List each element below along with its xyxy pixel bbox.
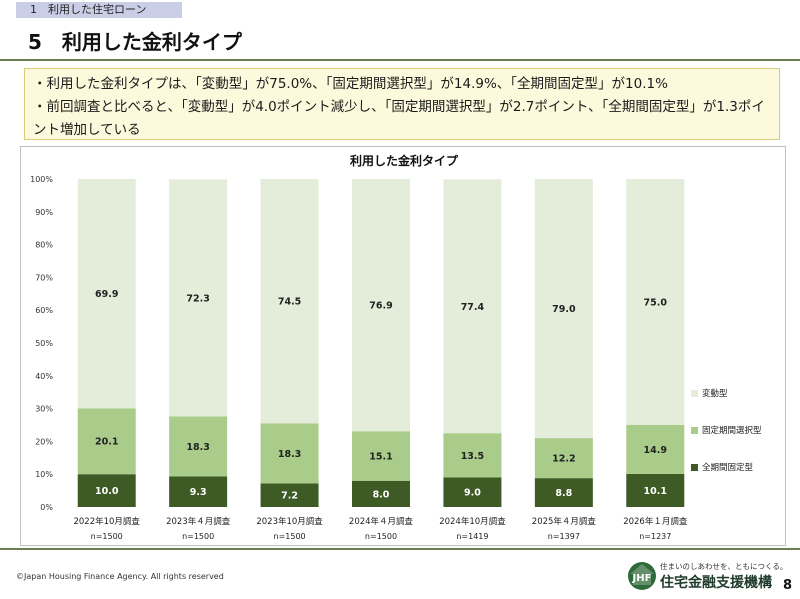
stacked-bar-chart: 利用した金利タイプ 0% 10% 20% 30% 40% 50% 60% 70% 80% 90% 10… xyxy=(30,153,762,541)
y-tick-label: 80% xyxy=(35,241,53,250)
data-label: 14.9 xyxy=(644,445,667,456)
bar-segment xyxy=(534,478,593,507)
x-tick-label: 2025年４月調査 xyxy=(532,516,597,527)
legend-label: 固定期間選択型 xyxy=(702,425,762,436)
legend-label: 変動型 xyxy=(702,388,728,399)
bar-segment xyxy=(169,179,228,417)
y-tick-label: 90% xyxy=(35,208,53,217)
x-tick-label: 2024年10月調査 xyxy=(439,516,506,527)
sample-size-label: n=1419 xyxy=(456,532,488,541)
summary-box: ・利用した金利タイプは、「変動型」が75.0%、「固定期間選択型」が14.9%、… xyxy=(24,68,780,140)
y-tick-label: 10% xyxy=(35,470,53,479)
data-label: 77.4 xyxy=(461,302,485,313)
x-tick-label: 2024年４月調査 xyxy=(349,516,414,527)
bar-segment xyxy=(443,433,502,478)
bar-segment xyxy=(626,425,685,474)
footer-divider xyxy=(0,548,800,550)
organization-name: 住宅金融支援機構 xyxy=(660,575,772,591)
bar-segment xyxy=(352,480,410,507)
y-tick-label: 70% xyxy=(35,273,53,282)
y-tick-label: 60% xyxy=(35,306,53,315)
data-label: 79.0 xyxy=(552,304,576,315)
bar-segment xyxy=(77,474,136,507)
bar-segment xyxy=(169,416,228,477)
y-tick-label: 50% xyxy=(35,339,53,348)
bar-segment xyxy=(534,179,593,439)
data-label: 13.5 xyxy=(461,451,484,462)
bar-segment xyxy=(260,179,319,424)
legend-swatch xyxy=(691,390,698,397)
legend-swatch xyxy=(691,427,698,434)
data-label: 9.3 xyxy=(190,487,207,498)
y-tick-label: 0% xyxy=(40,503,53,512)
chart-title: 利用した金利タイプ xyxy=(350,153,459,168)
summary-line-2: ・前回調査と比べると、「変動型」が4.0ポイント減少し、「固定期間選択型」が2.… xyxy=(33,99,765,138)
data-label: 9.0 xyxy=(464,488,481,499)
data-label: 12.2 xyxy=(552,454,575,465)
x-tick-label: 2026年１月調査 xyxy=(623,516,688,527)
sample-size-label: n=1500 xyxy=(274,532,306,541)
y-tick-label: 20% xyxy=(35,437,53,446)
data-label: 18.3 xyxy=(278,449,301,460)
data-label: 8.0 xyxy=(373,489,390,500)
data-label: 10.0 xyxy=(95,486,119,497)
sample-size-label: n=1397 xyxy=(548,532,580,541)
data-label: 74.5 xyxy=(278,297,301,308)
sample-size-label: n=1500 xyxy=(365,532,397,541)
page-number: 8 xyxy=(783,578,793,593)
y-tick-label: 100% xyxy=(30,175,53,184)
sample-size-label: n=1237 xyxy=(639,532,671,541)
data-label: 69.9 xyxy=(95,289,118,300)
data-label: 8.8 xyxy=(555,488,572,499)
title-divider xyxy=(0,59,800,61)
bar-segment xyxy=(260,423,319,484)
bar-segment xyxy=(77,179,136,409)
x-tick-label: 2023年10月調査 xyxy=(256,516,323,527)
y-tick-label: 30% xyxy=(35,405,53,414)
bar-segment xyxy=(77,408,136,475)
bar-segment xyxy=(534,438,593,479)
sample-size-label: n=1500 xyxy=(182,532,214,541)
legend-label: 全期間固定型 xyxy=(702,462,754,473)
jhf-logo-icon: JHF xyxy=(628,562,656,590)
bar-segment xyxy=(352,431,410,481)
bar-segment xyxy=(260,483,319,507)
section-tag: 1 利用した住宅ローン xyxy=(16,2,182,18)
summary-line-1: ・利用した金利タイプは、「変動型」が75.0%、「固定期間選択型」が14.9%、… xyxy=(33,76,668,92)
data-label: 18.3 xyxy=(186,442,209,453)
data-label: 75.0 xyxy=(644,298,668,309)
svg-text:JHF: JHF xyxy=(632,573,652,584)
bar-segment xyxy=(443,477,502,507)
bar-segment xyxy=(352,179,410,432)
data-label: 7.2 xyxy=(281,491,298,502)
chart-frame: 利用した金利タイプ 0% 10% 20% 30% 40% 50% 60% 70% 80% 90% 10… xyxy=(20,146,786,546)
data-label: 72.3 xyxy=(186,293,209,304)
bar-segment xyxy=(443,179,502,434)
copyright-text: ©Japan Housing Finance Agency. All right… xyxy=(16,572,224,581)
x-tick-label: 2023年４月調査 xyxy=(166,516,231,527)
data-label: 15.1 xyxy=(369,451,392,462)
x-tick-label: 2022年10月調査 xyxy=(73,516,140,527)
y-tick-label: 40% xyxy=(35,372,53,381)
page-title: 5 利用した金利タイプ xyxy=(28,30,242,54)
data-label: 20.1 xyxy=(95,437,118,448)
data-label: 76.9 xyxy=(369,301,392,312)
data-label: 10.1 xyxy=(644,486,667,497)
bar-segment xyxy=(626,473,685,507)
sample-size-label: n=1500 xyxy=(91,532,123,541)
bar-segment xyxy=(626,179,685,425)
legend-swatch xyxy=(691,464,698,471)
bar-segment xyxy=(169,476,228,507)
tagline: 住まいのしあわせを、ともにつくる。 xyxy=(660,562,788,571)
